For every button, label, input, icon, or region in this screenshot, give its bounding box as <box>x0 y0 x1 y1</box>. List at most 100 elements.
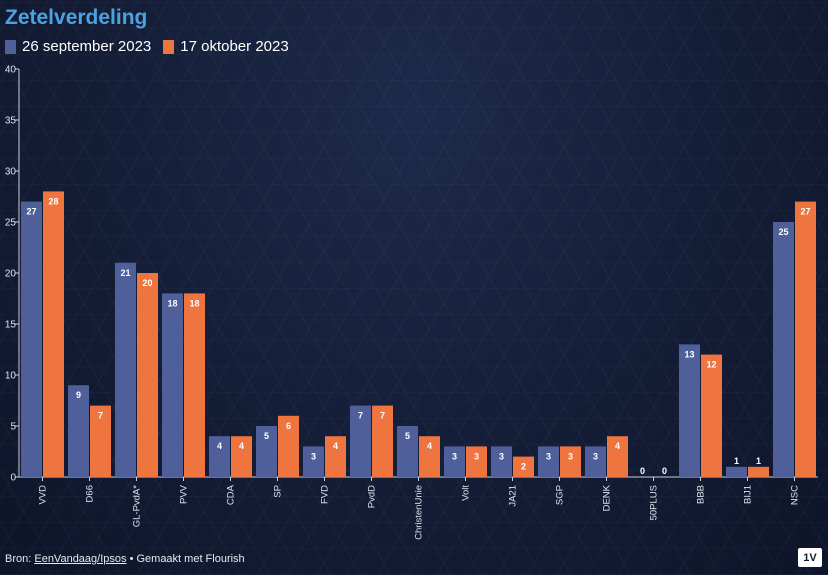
legend-label-series-2: 17 oktober 2023 <box>180 38 289 55</box>
bar <box>726 466 747 477</box>
bar <box>90 405 111 477</box>
x-tick-label: PVV <box>179 484 190 504</box>
data-label: 7 <box>380 411 385 421</box>
data-label: 3 <box>499 451 504 461</box>
bar <box>256 426 277 477</box>
y-tick-label: 15 <box>5 320 17 331</box>
legend: 26 september 2023 17 oktober 2023 <box>5 38 301 55</box>
data-label: 0 <box>640 466 645 476</box>
data-label: 25 <box>778 227 788 237</box>
bar <box>397 426 418 477</box>
bar <box>278 415 299 477</box>
bar <box>491 446 512 477</box>
legend-item-series-1[interactable]: 26 september 2023 <box>5 38 151 55</box>
data-label: 1 <box>734 456 739 466</box>
x-tick-label: FVD <box>320 485 331 504</box>
bar <box>68 385 89 477</box>
y-tick-label: 40 <box>5 65 17 76</box>
data-label: 4 <box>333 441 338 451</box>
data-label: 9 <box>76 390 81 400</box>
data-label: 28 <box>48 196 58 206</box>
bar <box>560 446 581 477</box>
data-label: 1 <box>756 456 761 466</box>
bar <box>325 436 346 477</box>
source-link[interactable]: EenVandaag/Ipsos <box>34 553 127 565</box>
y-tick-label: 30 <box>5 167 17 178</box>
x-tick-label: SP <box>273 485 284 498</box>
bar <box>466 446 487 477</box>
data-label: 3 <box>311 451 316 461</box>
x-tick-label: CDA <box>226 484 237 505</box>
bar <box>303 446 324 477</box>
y-tick-label: 0 <box>10 473 16 484</box>
bar <box>795 201 816 477</box>
data-label: 3 <box>452 451 457 461</box>
legend-swatch-series-1 <box>5 39 16 54</box>
data-label: 4 <box>615 441 620 451</box>
footer-prefix: Bron: <box>5 553 35 565</box>
bar <box>184 293 205 477</box>
x-tick-label: GL-PvdA* <box>132 485 143 528</box>
x-tick-label: D66 <box>85 485 96 502</box>
data-label: 5 <box>405 431 410 441</box>
data-label: 27 <box>26 207 36 217</box>
bar <box>372 405 393 477</box>
x-tick-label: VVD <box>38 485 49 505</box>
x-tick-label: BIJ1 <box>743 485 754 504</box>
y-tick-label: 10 <box>5 371 17 382</box>
data-label: 7 <box>358 411 363 421</box>
legend-label-series-1: 26 september 2023 <box>22 38 152 55</box>
data-label: 12 <box>706 360 716 370</box>
data-label: 5 <box>264 431 269 441</box>
bar <box>679 344 700 477</box>
x-tick-label: NSC <box>790 485 801 505</box>
footer: Bron: EenVandaag/Ipsos • Gemaakt met Flo… <box>5 553 245 565</box>
y-tick-label: 20 <box>5 269 17 280</box>
data-label: 3 <box>474 451 479 461</box>
data-label: 2 <box>521 462 526 472</box>
bar <box>137 273 158 477</box>
legend-swatch-series-2 <box>163 39 175 54</box>
bar <box>444 446 465 477</box>
bar <box>701 354 722 477</box>
eenvandaag-logo: 1V <box>798 548 822 567</box>
bar <box>607 436 628 477</box>
data-label: 7 <box>98 411 103 421</box>
x-tick-label: Volt <box>461 485 472 501</box>
data-label: 13 <box>684 349 694 359</box>
bar <box>538 446 559 477</box>
x-tick-label: PvdD <box>367 485 378 508</box>
bar <box>231 436 252 477</box>
bar <box>209 436 230 477</box>
legend-item-series-2[interactable]: 17 oktober 2023 <box>163 38 289 55</box>
bar <box>419 436 440 477</box>
footer-suffix: • Gemaakt met Flourish <box>126 553 245 565</box>
bar <box>773 222 794 477</box>
data-label: 4 <box>239 441 244 451</box>
bar <box>115 262 136 477</box>
data-label: 3 <box>546 451 551 461</box>
bar <box>350 405 371 477</box>
y-tick-label: 25 <box>5 218 17 229</box>
y-tick-label: 35 <box>5 116 17 127</box>
chart-title: Zetelverdeling <box>5 6 148 29</box>
bar <box>513 456 534 477</box>
data-label: 3 <box>568 451 573 461</box>
bar <box>21 201 42 477</box>
data-label: 4 <box>427 441 432 451</box>
bar <box>585 446 606 477</box>
x-tick-label: BBB <box>696 485 707 504</box>
x-tick-label: DENK <box>602 484 613 511</box>
x-tick-label: ChristenUnie <box>414 485 425 540</box>
bar <box>162 293 183 477</box>
data-label: 21 <box>120 268 130 278</box>
data-label: 6 <box>286 421 291 431</box>
data-label: 20 <box>142 278 152 288</box>
y-tick-label: 5 <box>10 422 16 433</box>
data-label: 0 <box>662 466 667 476</box>
data-label: 3 <box>593 451 598 461</box>
bar <box>43 191 64 477</box>
x-tick-label: 50PLUS <box>649 485 660 520</box>
data-label: 18 <box>189 298 199 308</box>
